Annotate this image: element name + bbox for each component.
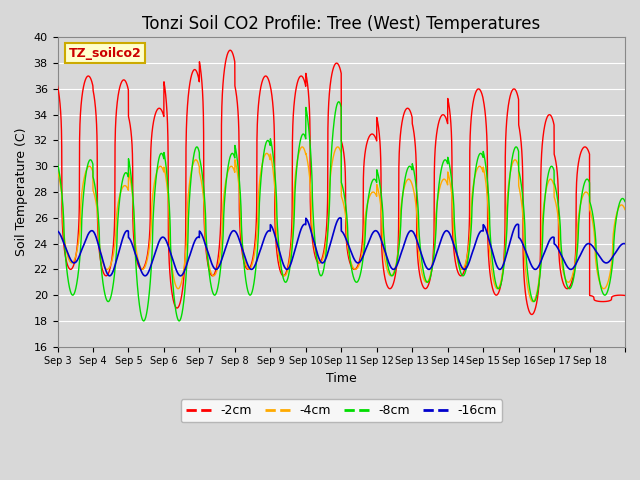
Y-axis label: Soil Temperature (C): Soil Temperature (C): [15, 128, 28, 256]
Title: Tonzi Soil CO2 Profile: Tree (West) Temperatures: Tonzi Soil CO2 Profile: Tree (West) Temp…: [142, 15, 540, 33]
Legend: -2cm, -4cm, -8cm, -16cm: -2cm, -4cm, -8cm, -16cm: [180, 399, 502, 422]
Text: TZ_soilco2: TZ_soilco2: [69, 47, 141, 60]
X-axis label: Time: Time: [326, 372, 356, 385]
